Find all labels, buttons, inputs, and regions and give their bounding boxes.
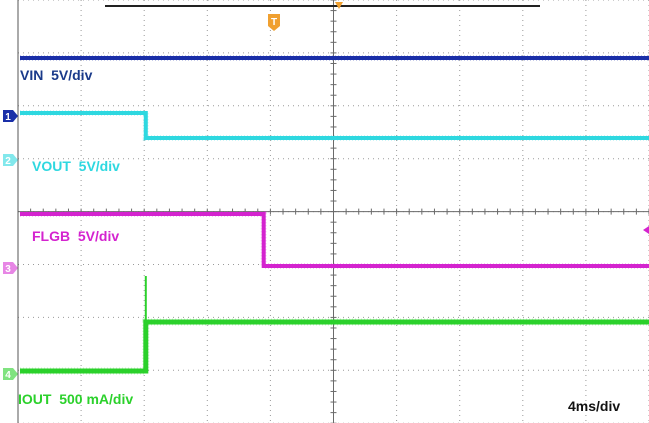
channel-marker-number: 2	[5, 156, 11, 167]
channel-markers: 2 3 4 1 T	[3, 2, 649, 381]
trigger-marker-letter: T	[271, 17, 277, 28]
trace-noise-ch2	[20, 110, 649, 141]
waveform-traces	[20, 55, 649, 375]
trace-ch2	[20, 111, 649, 140]
series-label-iout: IOUT 500 mA/div	[18, 391, 133, 407]
channel-marker-4: 4	[3, 368, 18, 381]
trigger-level-marker	[643, 226, 649, 234]
channel-marker-number: 1	[5, 112, 11, 123]
trigger-marker: T	[268, 14, 280, 31]
series-label-flgb: FLGB 5V/div	[32, 228, 119, 244]
series-label-vin: VIN 5V/div	[20, 67, 93, 83]
trace-ch3	[20, 212, 649, 268]
timebase-label: 4ms/div	[568, 398, 620, 414]
channel-marker-number: 4	[5, 370, 11, 381]
horizontal-position-marker	[335, 2, 343, 9]
channel-marker-3: 3	[3, 262, 18, 275]
series-label-vout: VOUT 5V/div	[32, 158, 120, 174]
channel-marker-1: 1	[3, 110, 18, 123]
channel-marker-number: 3	[5, 264, 11, 275]
channel-marker-2: 2	[3, 154, 18, 167]
